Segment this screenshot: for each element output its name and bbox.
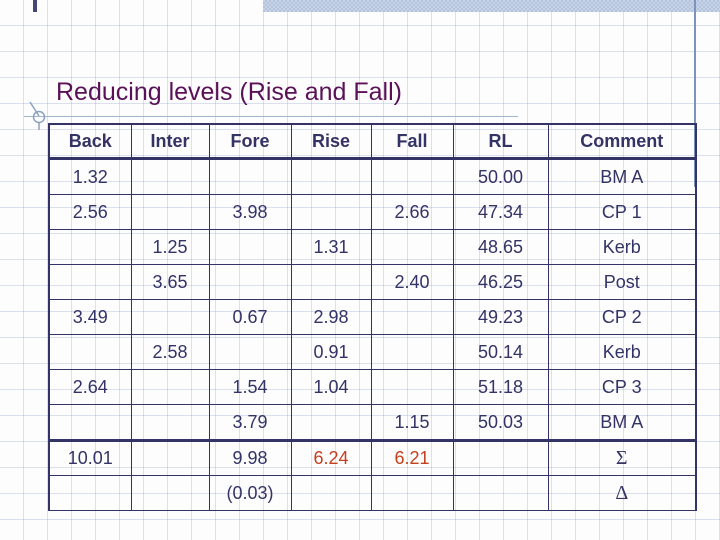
cell-rise [290, 475, 372, 511]
table-row: 1.25 1.31 48.65 Kerb [48, 229, 697, 265]
compass-pin-icon [29, 101, 46, 130]
cell-comment: CP 2 [547, 299, 697, 335]
table-row: 3.65 2.40 46.25 Post [48, 264, 697, 300]
table-row: 1.32 50.00 BM A [48, 158, 697, 195]
cell-back: 3.49 [48, 299, 132, 335]
cell-comment: CP 3 [547, 369, 697, 405]
table-row: 10.01 9.98 6.24 6.21 Σ [48, 439, 697, 476]
cell-rise: 6.24 [290, 439, 372, 476]
cell-comment: Δ [547, 475, 697, 511]
cell-rl: 51.18 [452, 369, 549, 405]
cell-back: 2.64 [48, 369, 132, 405]
table-row: 2.56 3.98 2.66 47.34 CP 1 [48, 194, 697, 230]
table-row: 3.79 1.15 50.03 BM A [48, 404, 697, 441]
cell-comment: Kerb [547, 334, 697, 370]
cell-fore [208, 158, 292, 195]
cell-rise: 1.31 [290, 229, 372, 265]
cell-fall: 2.40 [370, 264, 454, 300]
table-header-row: Back Inter Fore Rise Fall RL Comment [48, 123, 697, 160]
cell-fore [208, 334, 292, 370]
cell-rl [452, 475, 549, 511]
cell-fore: 1.54 [208, 369, 292, 405]
cell-inter [130, 439, 210, 476]
cell-inter [130, 369, 210, 405]
cell-back [48, 229, 132, 265]
cell-inter: 3.65 [130, 264, 210, 300]
cell-inter [130, 158, 210, 195]
table-row: 2.64 1.54 1.04 51.18 CP 3 [48, 369, 697, 405]
cell-rl: 47.34 [452, 194, 549, 230]
cell-fall [370, 299, 454, 335]
table-row: 3.49 0.67 2.98 49.23 CP 2 [48, 299, 697, 335]
cell-fall [370, 158, 454, 195]
cell-fall [370, 475, 454, 511]
column-header-fall: Fall [370, 123, 454, 160]
cell-comment: Σ [547, 439, 697, 476]
cell-back: 2.56 [48, 194, 132, 230]
page-title: Reducing levels (Rise and Fall) [56, 78, 402, 106]
cell-fore: 3.98 [208, 194, 292, 230]
cell-back [48, 404, 132, 441]
cell-rise [290, 264, 372, 300]
cell-fall: 2.66 [370, 194, 454, 230]
cell-back: 1.32 [48, 158, 132, 195]
right-edge-line [694, 0, 696, 187]
cell-rl: 48.65 [452, 229, 549, 265]
cell-fall: 6.21 [370, 439, 454, 476]
cell-rise [290, 194, 372, 230]
cell-rise [290, 158, 372, 195]
levels-table: Back Inter Fore Rise Fall RL Comment 1.3… [48, 123, 697, 511]
cell-rl: 50.14 [452, 334, 549, 370]
cell-fall: 1.15 [370, 404, 454, 441]
cell-fore: 0.67 [208, 299, 292, 335]
cell-comment: Post [547, 264, 697, 300]
title-underline [24, 116, 518, 117]
cell-fall [370, 369, 454, 405]
column-header-back: Back [48, 123, 132, 160]
cell-fall [370, 334, 454, 370]
cell-inter [130, 475, 210, 511]
column-header-rise: Rise [290, 123, 372, 160]
cell-fore [208, 229, 292, 265]
cell-inter [130, 194, 210, 230]
cell-rise: 2.98 [290, 299, 372, 335]
cell-rl: 50.03 [452, 404, 549, 441]
cell-fore [208, 264, 292, 300]
table-row: (0.03) Δ [48, 475, 697, 511]
cell-comment: Kerb [547, 229, 697, 265]
cell-rise: 0.91 [290, 334, 372, 370]
cell-inter: 2.58 [130, 334, 210, 370]
column-header-rl: RL [452, 123, 549, 160]
cell-fore: 3.79 [208, 404, 292, 441]
cell-fore: (0.03) [208, 475, 292, 511]
cell-fore: 9.98 [208, 439, 292, 476]
cell-inter [130, 299, 210, 335]
top-band-decoration [263, 0, 720, 12]
top-left-tick [33, 0, 37, 12]
cell-inter [130, 404, 210, 441]
cell-fall [370, 229, 454, 265]
cell-comment: BM A [547, 404, 697, 441]
cell-back [48, 475, 132, 511]
cell-inter: 1.25 [130, 229, 210, 265]
cell-rl [452, 439, 549, 476]
cell-rl: 50.00 [452, 158, 549, 195]
cell-rise [290, 404, 372, 441]
table-row: 2.58 0.91 50.14 Kerb [48, 334, 697, 370]
cell-back [48, 264, 132, 300]
cell-comment: CP 1 [547, 194, 697, 230]
column-header-inter: Inter [130, 123, 210, 160]
column-header-comment: Comment [547, 123, 697, 160]
cell-comment: BM A [547, 158, 697, 195]
cell-rl: 49.23 [452, 299, 549, 335]
cell-back: 10.01 [48, 439, 132, 476]
cell-back [48, 334, 132, 370]
cell-rise: 1.04 [290, 369, 372, 405]
cell-rl: 46.25 [452, 264, 549, 300]
column-header-fore: Fore [208, 123, 292, 160]
